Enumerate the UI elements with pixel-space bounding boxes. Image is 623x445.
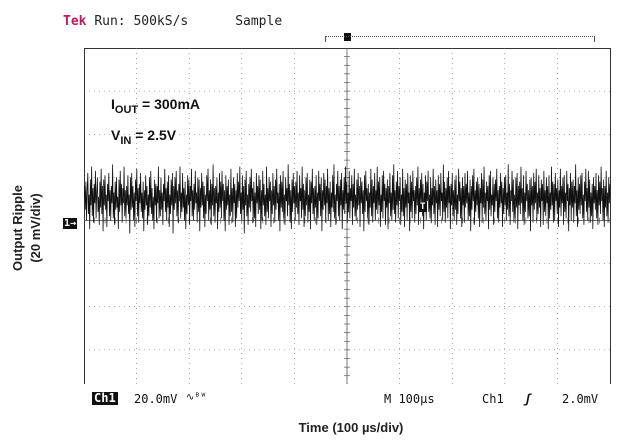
timebase: M 100µs [384, 392, 435, 406]
bw-icon: ∿ᴮᵂ [186, 392, 207, 403]
y-label-line1: Output Ripple [10, 185, 25, 271]
y-label-line2: (20 mV/div) [28, 193, 43, 262]
scope-status-line: Ch1 20.0mV ∿ᴮᵂ M 100µs Ch1 ʃ 2.0mV [92, 392, 616, 406]
trigger-source: Ch1 [482, 392, 504, 406]
brand-label: Tek [63, 14, 87, 29]
ch1-marker: 1→ [63, 218, 78, 229]
trigger-position-marker [344, 33, 351, 41]
y-axis-label: Output Ripple (20 mV/div) [10, 185, 43, 271]
scope-header: Tek Run: 500kS/s Sample [63, 14, 282, 29]
trigger-slope-icon: ʃ [524, 392, 532, 406]
status-bar [84, 384, 618, 393]
trigger-level-marker: T [418, 202, 428, 212]
x-axis-label: Time (100 µs/div) [298, 420, 404, 435]
acq-mode: Sample [235, 14, 283, 29]
run-status: Run: 500kS/s [94, 14, 189, 29]
ch1-trace [84, 164, 611, 234]
record-bracket [325, 36, 595, 42]
trigger-level: 2.0mV [562, 392, 599, 406]
ch1-tag: Ch1 [92, 391, 118, 405]
vin-annotation: VIN = 2.5V [111, 127, 177, 147]
oscilloscope-screen [84, 48, 618, 393]
iout-annotation: IOUT = 300mA [111, 96, 200, 116]
ch1-scale: 20.0mV [134, 392, 178, 406]
